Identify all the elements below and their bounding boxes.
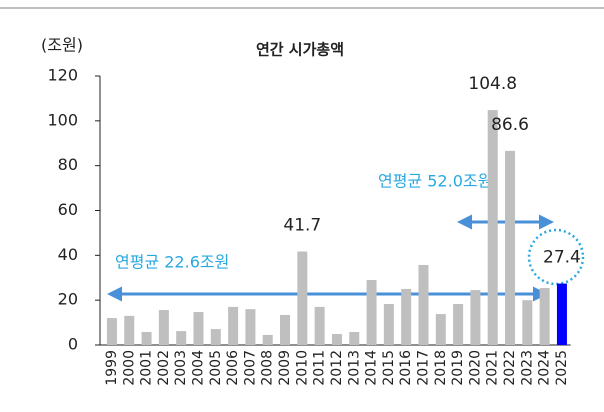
bar <box>349 331 360 345</box>
x-tick-label: 2004 <box>190 350 206 386</box>
x-tick-label: 2003 <box>173 350 189 386</box>
bar <box>280 314 291 345</box>
bar <box>435 314 446 345</box>
x-tick-label: 2021 <box>485 350 501 386</box>
x-tick-label: 2010 <box>294 350 310 386</box>
bar <box>505 150 516 345</box>
bar <box>331 334 342 345</box>
x-tick-label: 2007 <box>242 350 258 386</box>
x-tick-label: 2022 <box>502 350 518 386</box>
bar <box>106 318 117 345</box>
bar <box>401 288 412 345</box>
highlight-circle <box>527 228 585 286</box>
bar <box>314 306 325 345</box>
x-tick-label: 2012 <box>329 350 345 386</box>
value-label: 104.8 <box>468 74 517 94</box>
x-tick-label: 2025 <box>554 350 570 386</box>
x-tick-label: 2005 <box>208 350 224 386</box>
x-tick-label: 2001 <box>139 350 155 386</box>
bar <box>124 315 135 345</box>
bar <box>470 290 481 345</box>
x-tick-label: 2006 <box>225 350 241 386</box>
bar <box>228 306 239 345</box>
x-tick-label: 2018 <box>433 350 449 386</box>
value-label: 27.4 <box>543 248 581 268</box>
x-tick-label: 2009 <box>277 350 293 386</box>
x-tick-label: 2023 <box>519 350 535 386</box>
x-tick-label: 2011 <box>312 350 328 386</box>
bar <box>210 329 221 345</box>
x-tick-label: 1999 <box>104 350 120 386</box>
bar <box>158 310 169 345</box>
x-tick-label: 2016 <box>398 350 414 386</box>
unit-label: (조원) <box>41 36 83 55</box>
bar <box>366 279 377 345</box>
bar <box>193 312 204 345</box>
bar <box>453 303 464 345</box>
bar <box>383 303 394 345</box>
x-tick-label: 2015 <box>381 350 397 386</box>
x-tick-label: 2008 <box>260 350 276 386</box>
value-label: 86.6 <box>491 115 529 135</box>
bar <box>418 264 429 345</box>
x-tick-label: 2017 <box>415 350 431 386</box>
y-tick-label: 80 <box>58 155 78 174</box>
bar <box>487 110 498 345</box>
y-tick-label: 40 <box>58 245 78 264</box>
x-tick-label: 2020 <box>467 350 483 386</box>
bar <box>556 283 567 345</box>
y-tick-label: 0 <box>68 335 78 354</box>
annotation: 연평균 52.0조원 <box>378 172 492 191</box>
y-tick-label: 120 <box>47 66 78 85</box>
bar <box>297 251 308 345</box>
value-label: 41.7 <box>283 216 321 236</box>
bar <box>141 331 152 345</box>
bar <box>176 331 187 345</box>
chart-title: 연간 시가총액 <box>256 41 344 59</box>
x-tick-label: 2014 <box>364 350 380 386</box>
x-tick-label: 2019 <box>450 350 466 386</box>
x-tick-label: 2024 <box>537 350 553 386</box>
x-tick-label: 2002 <box>156 350 172 386</box>
x-tick-label: 2000 <box>121 350 137 386</box>
x-tick-label: 2013 <box>346 350 362 386</box>
y-tick-label: 20 <box>58 290 78 309</box>
bar <box>262 334 273 345</box>
annotation: 연평균 22.6조원 <box>115 253 229 272</box>
y-tick-label: 100 <box>47 110 78 129</box>
y-tick-label: 60 <box>58 200 78 219</box>
bar <box>539 288 550 345</box>
bar <box>245 309 256 345</box>
bar <box>522 300 533 345</box>
